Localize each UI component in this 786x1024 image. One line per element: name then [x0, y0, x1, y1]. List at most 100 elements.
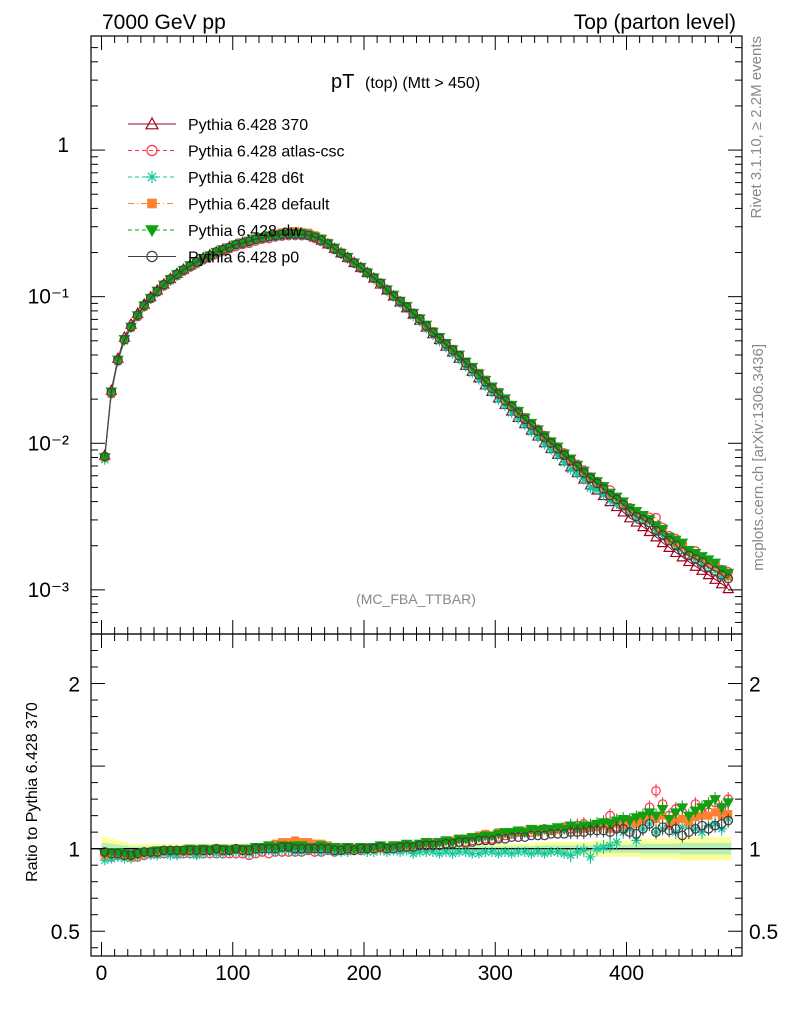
series-marker [126, 321, 136, 332]
series-marker [657, 530, 668, 540]
ratio-marker [624, 827, 635, 838]
series-marker [388, 291, 399, 301]
ratio-marker [670, 824, 681, 834]
series-marker [99, 451, 110, 462]
legend-swatch-marker [146, 171, 158, 183]
series-marker [539, 432, 550, 443]
series-marker [493, 394, 504, 405]
ratio-marker [533, 830, 543, 841]
series-marker [375, 278, 386, 289]
ratio-ytick-label-left: 1 [68, 839, 80, 862]
ratio-marker [578, 845, 589, 856]
ratio-marker [500, 833, 510, 844]
ratio-marker [717, 811, 726, 820]
ratio-marker [585, 825, 596, 836]
ratio-marker [480, 835, 491, 846]
ratio-marker [559, 848, 570, 859]
ratio-marker [532, 846, 543, 857]
series-marker [591, 485, 602, 496]
ratio-marker [408, 848, 419, 859]
series-marker [631, 513, 642, 524]
legend-swatch-marker [147, 198, 157, 209]
ratio-marker [388, 843, 399, 854]
series-marker [296, 229, 307, 240]
ratio-marker [578, 827, 589, 838]
ratio-marker [316, 843, 327, 854]
series-marker [362, 267, 373, 278]
series-marker [611, 494, 622, 505]
ratio-ytick-label-left: 0.5 [51, 921, 80, 944]
series-marker [565, 464, 576, 475]
ratio-marker [218, 845, 228, 856]
series-marker [546, 444, 557, 455]
series-marker [585, 483, 596, 494]
ratio-marker [152, 847, 163, 857]
series-marker [382, 285, 392, 295]
ratio-marker [656, 805, 669, 816]
ratio-marker [697, 811, 706, 820]
series-marker [401, 302, 412, 312]
ratio-marker [650, 811, 662, 822]
series-marker [211, 247, 222, 257]
ratio-marker [277, 842, 287, 852]
header-left-label: 7000 GeV pp [102, 11, 226, 34]
ratio-marker [638, 824, 648, 834]
ratio-marker [604, 819, 616, 830]
ratio-marker [231, 843, 241, 854]
ratio-marker [395, 846, 406, 857]
ratio-marker [283, 842, 294, 852]
series-marker [428, 327, 438, 338]
ratio-marker [368, 843, 379, 854]
ratio-marker [677, 822, 688, 833]
series-marker [323, 239, 333, 249]
ratio-marker [519, 832, 530, 842]
ratio-series-6 [99, 813, 734, 861]
series-marker [263, 231, 274, 242]
ratio-marker [598, 825, 609, 836]
ratio-marker [204, 845, 215, 856]
series-marker [250, 234, 261, 244]
series-marker [513, 413, 524, 424]
ratio-series-group [98, 783, 735, 866]
ratio-marker [487, 835, 497, 846]
x-tick-label: 200 [346, 962, 381, 985]
ratio-marker [342, 843, 353, 854]
series-marker [636, 520, 649, 532]
ratio-marker [434, 840, 445, 851]
ratio-marker [296, 846, 307, 857]
ratio-marker [421, 846, 432, 857]
legend-item: Pythia 6.428 atlas-csc [128, 144, 345, 161]
ratio-marker [113, 848, 123, 859]
series-line [104, 230, 729, 577]
series-marker [578, 474, 589, 485]
series-marker [132, 310, 143, 321]
legend-label: Pythia 6.428 atlas-csc [188, 144, 345, 161]
main-ytick-label: 10⁻³ [28, 579, 69, 602]
ratio-marker [382, 843, 392, 854]
ratio-marker [290, 843, 300, 854]
series-marker [467, 363, 478, 374]
series-marker [157, 280, 170, 291]
ratio-marker [709, 795, 721, 806]
legend-label: Pythia 6.428 370 [188, 117, 308, 134]
ratio-marker [263, 843, 274, 854]
ratio-marker [506, 832, 517, 842]
series-marker [644, 517, 655, 528]
series-marker [702, 568, 715, 580]
ratio-marker [630, 813, 643, 824]
series-marker [309, 232, 320, 242]
series-marker [565, 455, 576, 466]
ratio-marker [349, 845, 360, 856]
ratio-marker [611, 824, 622, 834]
series-marker [664, 535, 675, 546]
ratio-marker [211, 843, 222, 854]
ratio-marker [702, 800, 715, 811]
series-marker [552, 444, 563, 454]
series-marker [697, 557, 707, 567]
series-marker [421, 320, 432, 331]
ratio-marker [513, 832, 524, 842]
series-marker [493, 389, 504, 400]
ratio-marker [185, 845, 195, 856]
ratio-marker [682, 811, 695, 822]
